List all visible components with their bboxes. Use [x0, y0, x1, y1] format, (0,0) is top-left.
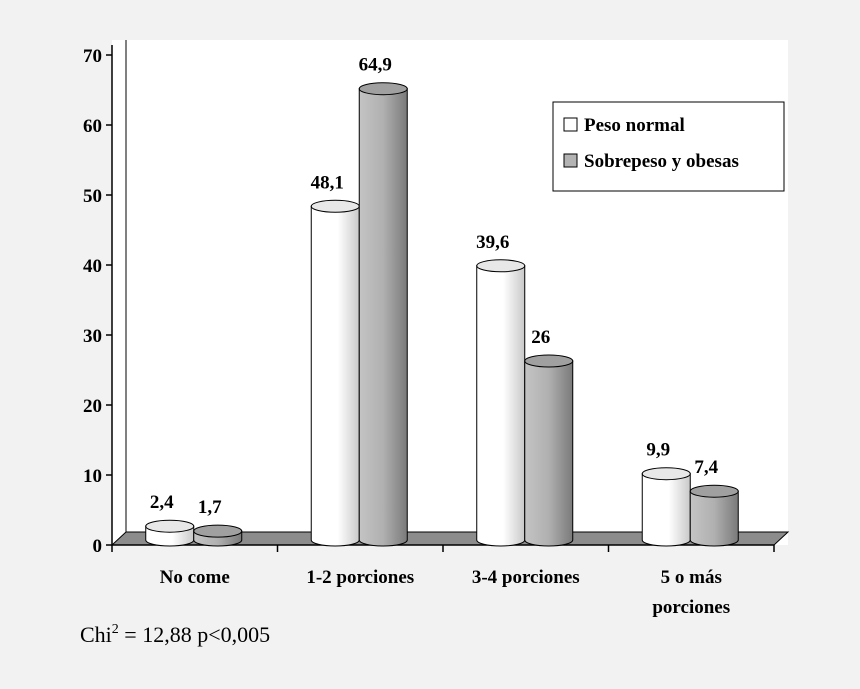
bar-top: [689, 484, 739, 498]
y-tick-label: 0: [93, 536, 103, 557]
legend-label-peso-normal: Peso normal: [584, 115, 685, 136]
category-label: 1-2 porciones: [306, 567, 414, 588]
note-rest: = 12,88 p<0,005: [119, 622, 270, 647]
bar-sobrepeso-1: [358, 82, 408, 547]
x-axis: No come 1-2 porciones 3-4 porciones 5 o más…: [111, 544, 775, 618]
bar-top: [476, 259, 526, 273]
y-tick-label: 40: [83, 256, 102, 277]
y-tick-label: 70: [83, 46, 102, 67]
bar-body: [641, 473, 691, 547]
legend-label-sobrepeso: Sobrepeso y obesas: [584, 151, 739, 172]
chi-square-note: Chi2 = 12,88 p<0,005: [80, 622, 270, 647]
bar-top: [358, 82, 408, 96]
bar-body: [476, 265, 526, 547]
legend-swatch-sobrepeso: [563, 153, 578, 168]
bar-peso-normal-3: [641, 467, 691, 547]
category-label: No come: [160, 567, 230, 588]
bar-peso-normal-1: [310, 199, 360, 547]
category-label: 5 o más: [661, 567, 722, 588]
data-labels: 2,4 1,7 48,1 64,9 39,6 26 9,9 7,4: [150, 55, 719, 518]
y-tick-label: 20: [83, 396, 102, 417]
bar-body: [689, 490, 739, 547]
data-label: 48,1: [311, 172, 344, 193]
category-label: 3-4 porciones: [472, 567, 580, 588]
y-tick-label: 50: [83, 186, 102, 207]
bar-body: [310, 205, 360, 547]
bar-body: [524, 360, 574, 547]
data-label: 2,4: [150, 492, 174, 513]
bar-top: [310, 199, 360, 213]
category-label: porciones: [652, 597, 730, 618]
bar-peso-normal-2: [476, 259, 526, 547]
bar-top: [193, 524, 243, 538]
bar-sobrepeso-2: [524, 354, 574, 547]
data-label: 7,4: [694, 457, 718, 478]
bar-body: [358, 88, 408, 547]
legend-swatch-peso-normal: [563, 117, 578, 132]
bar-top: [641, 467, 691, 481]
bar-sobrepeso-3: [689, 484, 739, 547]
bar-peso-normal-0: [145, 519, 195, 547]
data-label: 39,6: [476, 232, 509, 253]
legend-box: [552, 101, 785, 192]
y-tick-label: 10: [83, 466, 102, 487]
legend: Peso normal Sobrepeso y obesas: [552, 101, 785, 192]
data-label: 26: [531, 327, 550, 348]
y-tick-label: 60: [83, 116, 102, 137]
bar-sobrepeso-0: [193, 524, 243, 547]
note-prefix: Chi: [80, 622, 112, 647]
data-label: 9,9: [646, 440, 670, 461]
note-superscript: 2: [112, 622, 119, 637]
y-axis: 0 10 20 30 40 50 60 70: [83, 45, 113, 557]
bar-top: [145, 519, 195, 533]
y-tick-label: 30: [83, 326, 102, 347]
data-label: 1,7: [198, 497, 222, 518]
data-label: 64,9: [359, 55, 392, 76]
bars: [145, 82, 739, 547]
bar-top: [524, 354, 574, 368]
